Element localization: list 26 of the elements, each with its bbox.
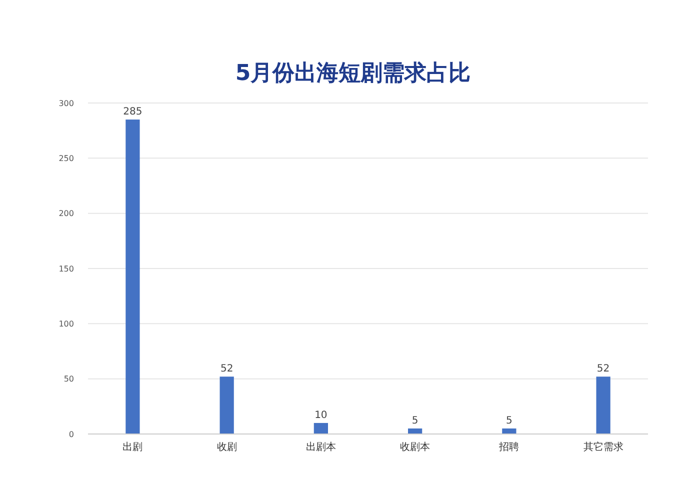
- bar: [126, 120, 140, 434]
- y-tick-label: 150: [58, 264, 74, 274]
- data-label: 52: [596, 364, 610, 375]
- x-tick-label: 收剧本: [400, 441, 430, 453]
- x-tick-label: 招聘: [498, 441, 520, 453]
- x-tick-label: 其它需求: [583, 441, 624, 453]
- bar: [314, 422, 328, 434]
- x-tick-label: 出剧本: [306, 441, 336, 453]
- y-tick-label: 50: [64, 374, 74, 384]
- y-tick-label: 250: [58, 154, 74, 163]
- data-label: 5: [412, 415, 418, 426]
- bar: [220, 376, 234, 434]
- chart-title: 5月份出海短剧需求占比: [235, 61, 471, 86]
- bar: [502, 428, 516, 434]
- y-tick-label: 300: [58, 98, 74, 108]
- data-label: 52: [220, 364, 234, 375]
- data-label: 285: [123, 106, 142, 118]
- y-tick-label: 100: [58, 319, 74, 328]
- x-tick-label: 出剧: [122, 441, 143, 453]
- bar: [408, 428, 422, 434]
- data-label: 10: [314, 410, 328, 421]
- x-tick-label: 收剧: [216, 442, 237, 453]
- data-label: 5: [506, 415, 512, 426]
- bar: [596, 376, 610, 434]
- y-tick-label: 0: [68, 430, 74, 439]
- y-tick-label: 200: [58, 209, 74, 218]
